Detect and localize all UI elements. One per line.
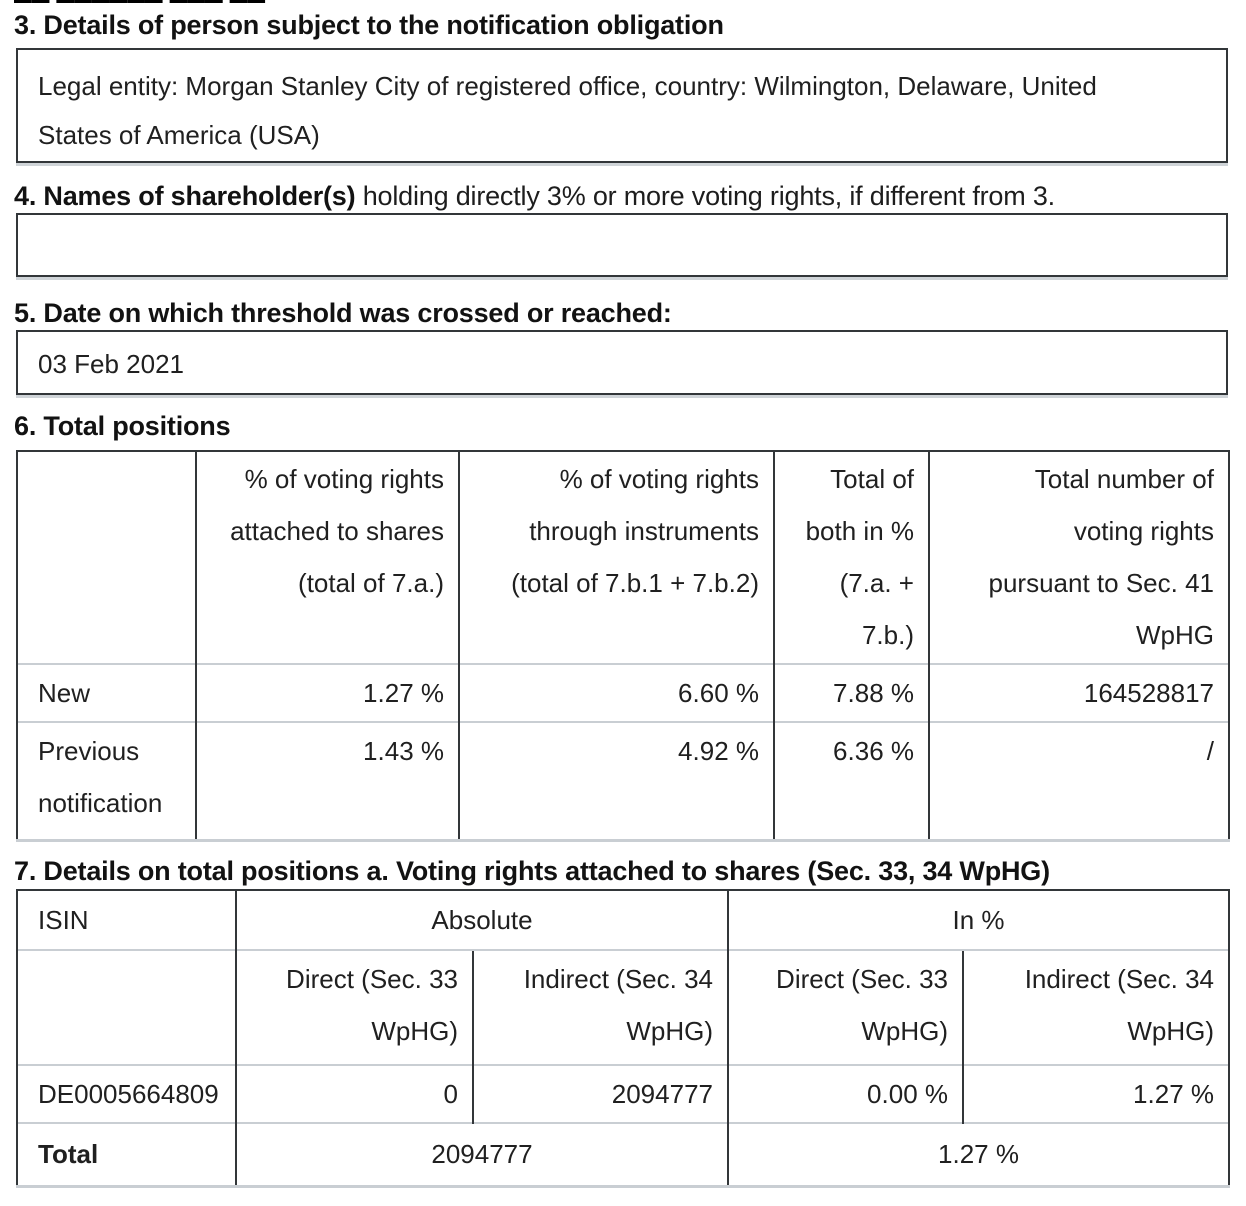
header-total-both: Total of both in % (7.a. + 7.b.)	[773, 451, 929, 664]
table-cell: 1.43 %	[195, 721, 459, 840]
section-7-heading: 7. Details on total positions a. Voting …	[14, 855, 1050, 886]
table-corner-cell	[16, 451, 196, 664]
header-absolute: Absolute	[235, 889, 728, 950]
header-voting-rights-shares: % of voting rights attached to shares (t…	[195, 451, 459, 664]
shareholder-names-box	[16, 213, 1228, 277]
section-3-heading: 3. Details of person subject to the noti…	[14, 10, 724, 40]
table-cell: /	[928, 721, 1230, 840]
total-positions-table: % of voting rights attached to shares (t…	[16, 450, 1230, 842]
subheader-direct-percent: Direct (Sec. 33 WpHG)	[727, 948, 963, 1065]
total-label: Total	[16, 1121, 236, 1187]
section-4-heading-rest: holding directly 3% or more voting right…	[355, 181, 1055, 211]
table-row-total: Total 2094777 1.27 %	[16, 1121, 1230, 1187]
subheader-indirect-absolute: Indirect (Sec. 34 WpHG)	[472, 948, 728, 1065]
table-cell: 7.88 %	[773, 663, 929, 722]
details-subheader-row: Direct (Sec. 33 WpHG) Indirect (Sec. 34 …	[16, 948, 1230, 1065]
table-cell-empty	[16, 948, 236, 1065]
section-4-heading-bold: 4. Names of shareholder(s)	[14, 181, 356, 211]
legal-entity-box: Legal entity: Morgan Stanley City of reg…	[16, 48, 1228, 163]
header-voting-rights-instruments: % of voting rights through instruments (…	[458, 451, 774, 664]
table-cell: 0.00 %	[727, 1063, 963, 1123]
section-6-heading: 6. Total positions	[14, 411, 231, 441]
voting-rights-details-table: ISIN Absolute In % Direct (Sec. 33 WpHG)…	[16, 888, 1230, 1188]
table-cell: 6.60 %	[458, 663, 774, 722]
table-row-new: New 1.27 % 6.60 % 7.88 % 164528817	[16, 663, 1230, 722]
table-row-isin: DE0005664809 0 2094777 0.00 % 1.27 %	[16, 1063, 1230, 1123]
row-label: Previous notification	[16, 721, 196, 840]
section-5-heading: 5. Date on which threshold was crossed o…	[14, 298, 672, 328]
isin-value: DE0005664809	[16, 1063, 236, 1123]
table-cell: 4.92 %	[458, 721, 774, 840]
table-cell: 164528817	[928, 663, 1230, 722]
table-cell: 2094777	[472, 1063, 728, 1123]
header-total-number: Total number of voting rights pursuant t…	[928, 451, 1230, 664]
clipped-text-fragment: ██ ██████ ███ ██	[14, 0, 1230, 3]
header-isin: ISIN	[16, 889, 236, 950]
table-cell: 6.36 %	[773, 721, 929, 840]
subheader-direct-absolute: Direct (Sec. 33 WpHG)	[235, 948, 473, 1065]
threshold-date-box: 03 Feb 2021	[16, 330, 1228, 395]
details-header-row: ISIN Absolute In %	[16, 889, 1230, 950]
table-cell: 1.27 %	[962, 1063, 1230, 1123]
table-row-previous-notification: Previous notification 1.43 % 4.92 % 6.36…	[16, 721, 1230, 840]
total-absolute: 2094777	[235, 1121, 728, 1187]
table-cell: 0	[235, 1063, 473, 1123]
row-label: New	[16, 663, 196, 722]
table-cell: 1.27 %	[195, 663, 459, 722]
total-positions-header-row: % of voting rights attached to shares (t…	[16, 451, 1230, 664]
header-in-percent: In %	[727, 889, 1230, 950]
total-in-percent: 1.27 %	[727, 1121, 1230, 1187]
subheader-indirect-percent: Indirect (Sec. 34 WpHG)	[962, 948, 1230, 1065]
section-4-heading: 4. Names of shareholder(s) holding direc…	[14, 180, 1230, 213]
